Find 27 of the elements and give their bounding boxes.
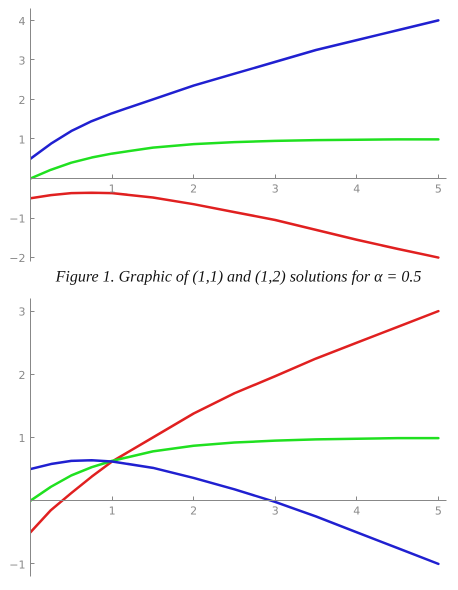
- line-series: [30, 436, 440, 502]
- y-tick-label: 1: [18, 432, 26, 445]
- line-series: [30, 19, 440, 160]
- y-tick-label: 2: [18, 94, 26, 107]
- caption: Figure 1. Graphic of (1,1) and (1,2) solutions for α = 0.5: [54, 268, 422, 286]
- x-tick-label: 3: [272, 182, 279, 196]
- x-tick-label: 5: [434, 182, 442, 196]
- x-tick-label: 5: [434, 504, 442, 518]
- x-tick-label: 4: [353, 182, 360, 196]
- x-tick-label: 3: [272, 504, 279, 518]
- x-tick-label: 2: [190, 504, 198, 518]
- y-tick-label: −1: [9, 558, 26, 572]
- y-tick-label: 2: [18, 368, 26, 382]
- x-tick-label: 1: [108, 504, 116, 518]
- line-series: [30, 138, 440, 180]
- x-tick-label: 2: [190, 182, 198, 196]
- line-series: [30, 458, 440, 566]
- y-tick-label: 3: [18, 54, 26, 68]
- line-series: [30, 310, 440, 534]
- y-tick-label: 4: [18, 14, 26, 28]
- line-series: [30, 191, 440, 259]
- y-tick-label: 1: [18, 133, 26, 146]
- y-tick-label: −1: [9, 212, 26, 226]
- x-tick-label: 1: [108, 182, 116, 196]
- y-tick-label: −2: [9, 252, 26, 266]
- x-tick-label: 4: [353, 504, 360, 518]
- y-tick-label: 3: [18, 306, 26, 319]
